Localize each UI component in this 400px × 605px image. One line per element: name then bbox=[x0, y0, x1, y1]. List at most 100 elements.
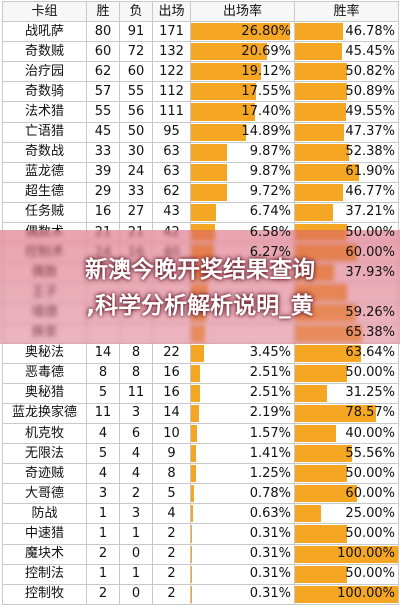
win-rate-cell-bar bbox=[295, 23, 344, 41]
play-rate-cell-value: 6.58% bbox=[249, 224, 291, 240]
win-rate-cell-value: 45.45% bbox=[345, 43, 395, 59]
losses-cell: 1 bbox=[119, 523, 153, 545]
losses-cell: 4 bbox=[119, 463, 153, 485]
table-row: 任务贼 16 27 43 6.74% 37.21% bbox=[2, 201, 399, 224]
deck-name-cell: 超生德 bbox=[2, 181, 87, 203]
losses-cell: 55 bbox=[119, 81, 153, 103]
win-rate-cell: 52.38% bbox=[294, 141, 399, 163]
play-rate-cell: 0.31% bbox=[190, 523, 295, 545]
win-rate-cell: 100.00% bbox=[294, 583, 399, 605]
table-row: 控制法 1 1 2 0.31% 50.00% bbox=[2, 563, 399, 585]
play-rate-cell-bar bbox=[191, 364, 201, 382]
win-rate-cell-bar bbox=[295, 424, 337, 443]
win-rate-cell-value: 50.00% bbox=[345, 224, 395, 240]
win-rate-cell-value: 65.38% bbox=[345, 325, 395, 341]
win-rate-cell-bar bbox=[295, 505, 321, 523]
header-win-rate: 胜率 bbox=[294, 0, 399, 23]
play-rate-cell-bar bbox=[191, 123, 246, 141]
losses-cell: 6 bbox=[119, 422, 153, 445]
win-rate-cell-value: 40.00% bbox=[345, 425, 395, 441]
games-cell: 10 bbox=[152, 422, 191, 445]
wins-cell: 5 bbox=[86, 382, 120, 404]
table-row: 奇数战 33 30 63 9.87% 52.38% bbox=[2, 141, 399, 163]
table-row: 蓝龙德 39 24 63 9.87% 61.90% bbox=[2, 161, 399, 183]
win-rate-cell-value: 60.00% bbox=[345, 244, 395, 260]
play-rate-cell-bar bbox=[191, 585, 193, 603]
play-rate-cell-value: 17.40% bbox=[241, 104, 291, 120]
losses-cell: 8 bbox=[119, 362, 153, 384]
games-cell: 95 bbox=[152, 121, 191, 143]
play-rate-cell-bar bbox=[191, 485, 194, 503]
win-rate-cell-value: 60.00% bbox=[345, 485, 395, 501]
deck-name-cell: 蓝龙德 bbox=[2, 161, 87, 183]
play-rate-cell-value: 17.55% bbox=[241, 83, 291, 99]
games-cell: 122 bbox=[152, 61, 191, 83]
win-rate-cell-bar bbox=[295, 485, 357, 503]
games-cell: 14 bbox=[152, 402, 191, 424]
play-rate-cell: 0.31% bbox=[190, 543, 295, 565]
table-row: 法术猎 55 56 111 17.40% 49.55% bbox=[2, 101, 399, 123]
deck-name-cell: 奥秘猎 bbox=[2, 382, 87, 404]
play-rate-cell-bar bbox=[191, 143, 228, 161]
losses-cell: 56 bbox=[119, 101, 153, 123]
win-rate-cell-value: 50.00% bbox=[345, 465, 395, 481]
wins-cell: 1 bbox=[86, 563, 120, 585]
win-rate-cell-value: 63.64% bbox=[345, 345, 395, 361]
wins-cell: 4 bbox=[86, 422, 120, 445]
win-rate-cell-value: 50.00% bbox=[345, 566, 395, 582]
win-rate-cell-bar bbox=[295, 525, 347, 543]
win-rate-cell: 40.00% bbox=[294, 422, 399, 445]
play-rate-cell: 0.31% bbox=[190, 563, 295, 585]
play-rate-cell-bar bbox=[191, 43, 268, 61]
play-rate-cell-bar bbox=[191, 404, 200, 422]
win-rate-cell-value: 100.00% bbox=[337, 586, 395, 602]
deck-name-cell: 蓝龙换家德 bbox=[2, 402, 87, 424]
games-cell: 171 bbox=[152, 21, 191, 43]
win-rate-cell-bar bbox=[295, 103, 347, 121]
win-rate-cell: 37.21% bbox=[294, 201, 399, 224]
table-row: 大哥德 3 2 5 0.78% 60.00% bbox=[2, 483, 399, 505]
win-rate-cell-bar bbox=[295, 123, 344, 141]
wins-cell: 8 bbox=[86, 362, 120, 384]
play-rate-cell: 1.25% bbox=[190, 463, 295, 485]
win-rate-cell-value: 31.25% bbox=[345, 385, 395, 401]
play-rate-cell-value: 2.51% bbox=[249, 385, 291, 401]
deck-name-cell: 战吼萨 bbox=[2, 21, 87, 43]
play-rate-cell: 9.72% bbox=[190, 181, 295, 203]
header-losses: 负 bbox=[119, 0, 153, 23]
losses-cell: 1 bbox=[119, 563, 153, 585]
games-cell: 62 bbox=[152, 181, 191, 203]
games-cell: 112 bbox=[152, 81, 191, 103]
win-rate-cell: 45.45% bbox=[294, 41, 399, 63]
win-rate-cell: 50.82% bbox=[294, 61, 399, 83]
games-cell: 8 bbox=[152, 463, 191, 485]
games-cell: 63 bbox=[152, 161, 191, 183]
table-row: 奇数贼 60 72 132 20.69% 45.45% bbox=[2, 41, 399, 63]
promo-overlay-text: 新澳今晚开奖结果查询 ,科学分析解析说明_黄 bbox=[0, 252, 400, 324]
games-cell: 16 bbox=[152, 382, 191, 404]
win-rate-cell-bar bbox=[295, 364, 347, 382]
win-rate-cell-value: 100.00% bbox=[337, 546, 395, 562]
header-games: 出场 bbox=[152, 0, 191, 23]
play-rate-cell-value: 19.12% bbox=[241, 63, 291, 79]
play-rate-cell: 14.89% bbox=[190, 121, 295, 143]
promo-line-2: ,科学分析解析说明_黄 bbox=[86, 293, 314, 319]
win-rate-cell: 25.00% bbox=[294, 503, 399, 525]
header-deck: 卡组 bbox=[2, 0, 87, 23]
wins-cell: 62 bbox=[86, 61, 120, 83]
table-row: 亡语猎 45 50 95 14.89% 47.37% bbox=[2, 121, 399, 143]
win-rate-cell: 46.78% bbox=[294, 21, 399, 43]
win-rate-cell-value: 47.37% bbox=[345, 124, 395, 140]
table-row: 防战 1 3 4 0.63% 25.00% bbox=[2, 503, 399, 525]
play-rate-cell-value: 1.41% bbox=[249, 445, 291, 461]
wins-cell: 55 bbox=[86, 101, 120, 123]
win-rate-cell-value: 52.38% bbox=[345, 144, 395, 160]
games-cell: 2 bbox=[152, 583, 191, 605]
play-rate-cell: 20.69% bbox=[190, 41, 295, 63]
table-row: 治疗园 62 60 122 19.12% 50.82% bbox=[2, 61, 399, 83]
play-rate-cell-bar bbox=[191, 445, 197, 463]
win-rate-cell-value: 37.21% bbox=[345, 204, 395, 220]
losses-cell: 4 bbox=[119, 443, 153, 465]
deck-name-cell: 机克牧 bbox=[2, 422, 87, 445]
win-rate-cell-bar bbox=[295, 163, 359, 181]
